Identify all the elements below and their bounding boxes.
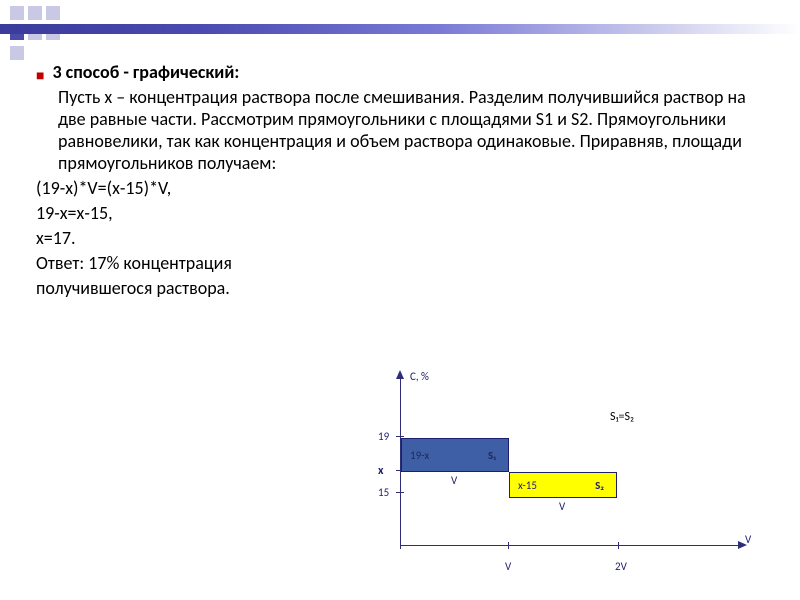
y-tick — [396, 492, 404, 493]
box-below-label: V — [559, 500, 565, 513]
decor-square — [10, 46, 24, 60]
equation-3: х=17. — [36, 228, 776, 250]
x-axis-label: V — [745, 533, 751, 546]
equation-2: 19-х=х-15, — [36, 203, 776, 225]
box-label-left: x-15 — [518, 479, 537, 492]
answer-line-2: получившегося раствора. — [36, 278, 776, 300]
rect-s2: x-15 S₂ — [509, 472, 617, 498]
equation-1: (19-х)*V=(х-15)*V, — [36, 178, 776, 200]
y-axis-arrow-icon — [396, 370, 404, 379]
heading: 3 способ - графический: — [52, 62, 239, 84]
header-gradient-bar — [0, 24, 800, 34]
decor-square — [46, 6, 60, 20]
x-tick-label: 2V — [615, 560, 627, 573]
y-tick-label: 15 — [378, 486, 389, 499]
concentration-chart: C, % V S₁=S₂ 19 x 15 V 2V 19-x S₁ Vx-15 S₂ V — [350, 370, 770, 585]
rect-s1: 19-x S₁ — [401, 438, 509, 472]
x-tick — [618, 542, 619, 549]
x-tick — [508, 542, 509, 549]
box-label-right: S₂ — [595, 479, 604, 492]
box-label-right: S₁ — [488, 449, 496, 462]
bullet-icon: ■ — [36, 67, 44, 84]
s-equality: S₁=S₂ — [610, 410, 634, 424]
box-label-left: 19-x — [410, 449, 429, 462]
y-tick — [396, 436, 404, 437]
y-tick-label: 19 — [378, 430, 389, 443]
paragraph: Пусть х – концентрация раствора после см… — [58, 87, 776, 175]
slide: ■ 3 способ - графический: Пусть х – конц… — [0, 0, 800, 600]
decor-square — [28, 6, 42, 20]
y-tick-label: x — [378, 464, 384, 478]
answer-line-1: Ответ: 17% концентрация — [36, 253, 776, 275]
x-tick-label: V — [505, 560, 511, 573]
y-axis-label: C, % — [410, 370, 429, 383]
box-below-label: V — [451, 474, 457, 487]
slide-content: ■ 3 способ - графический: Пусть х – конц… — [36, 62, 776, 300]
x-axis — [400, 545, 740, 546]
decor-square — [10, 6, 24, 20]
